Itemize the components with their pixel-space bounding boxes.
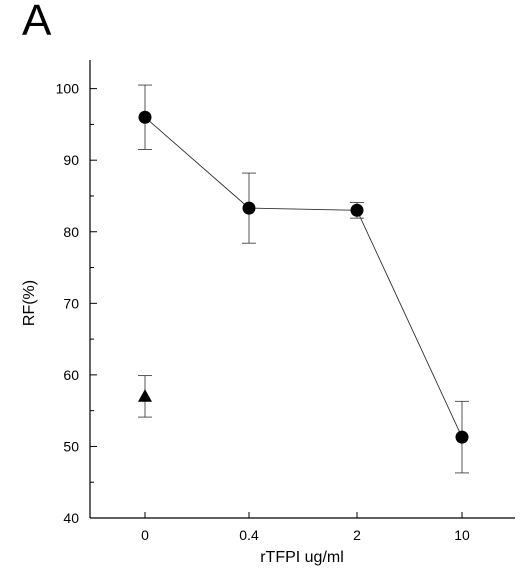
- y-tick-label: 90: [63, 152, 79, 168]
- y-axis-title: RF(%): [21, 280, 38, 326]
- x-tick-label: 0: [141, 527, 149, 543]
- y-tick-label: 50: [63, 438, 79, 454]
- data-point: [455, 430, 469, 444]
- y-tick-label: 80: [63, 224, 79, 240]
- panel-label: A: [22, 0, 52, 45]
- y-tick-label: 40: [63, 510, 79, 526]
- data-point: [138, 110, 152, 124]
- y-tick-label: 100: [56, 81, 80, 97]
- data-point: [242, 201, 256, 215]
- x-tick-label: 2: [353, 527, 361, 543]
- series-0: [138, 84, 469, 474]
- x-tick-label: 10: [454, 527, 470, 543]
- x-axis-title: rTFPI ug/ml: [260, 549, 344, 566]
- series-1: [138, 375, 152, 418]
- axes: 40 50 60 70 80 90 100 0 0.4 2 10: [56, 60, 515, 543]
- marks: [138, 84, 469, 474]
- x-tick-label: 0.4: [239, 527, 259, 543]
- data-point: [350, 203, 364, 217]
- data-point: [138, 389, 152, 402]
- y-tick-label: 70: [63, 295, 79, 311]
- y-tick-label: 60: [63, 367, 79, 383]
- series-line: [144, 116, 463, 438]
